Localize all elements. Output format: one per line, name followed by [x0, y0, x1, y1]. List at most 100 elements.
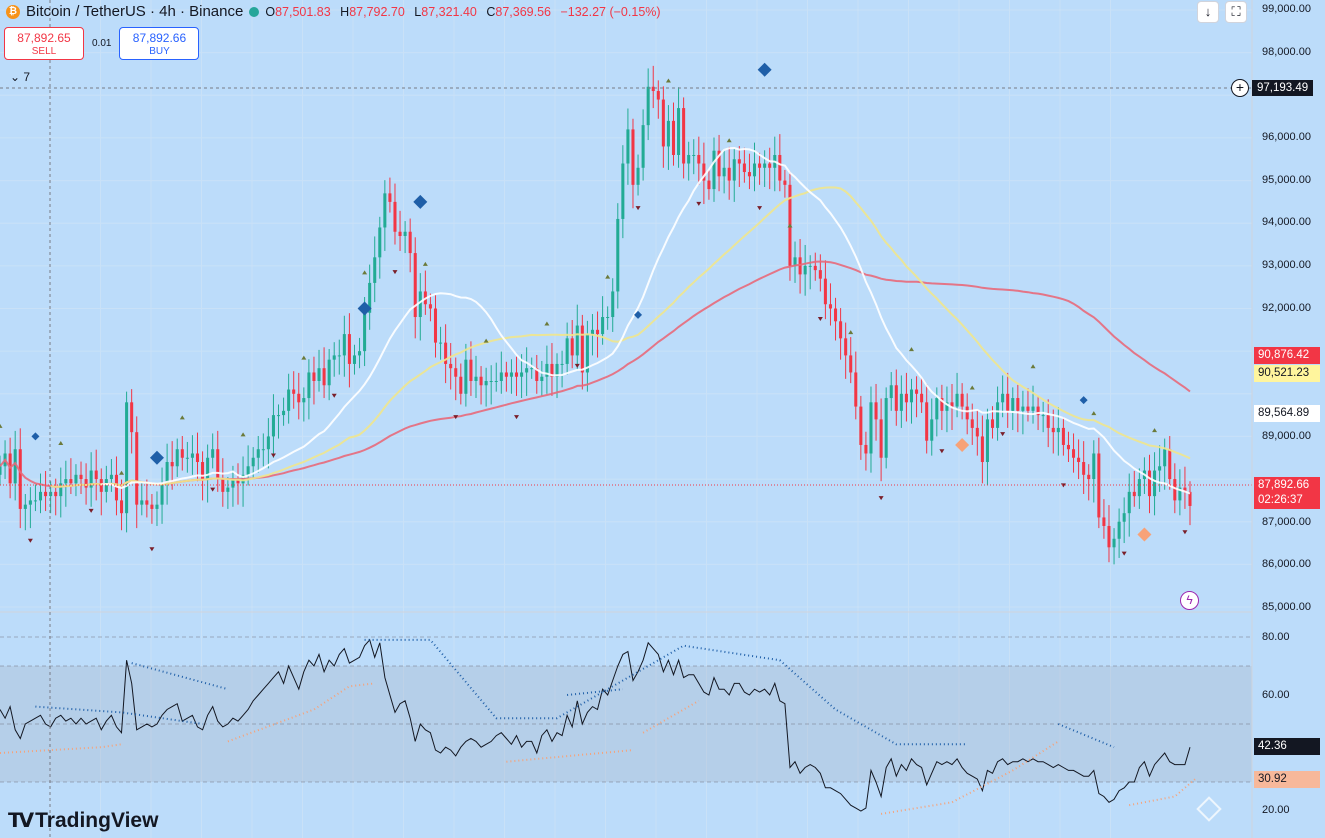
add-alert-icon[interactable]: + [1231, 79, 1249, 97]
candle-body [54, 491, 58, 497]
symbol-title[interactable]: Bitcoin / TetherUS · 4h · Binance [26, 3, 244, 20]
signal-triangle-up [726, 138, 732, 143]
candle-body [768, 163, 772, 168]
candle-body [337, 355, 341, 357]
price-axis-label: 94,000.00 [1262, 216, 1311, 228]
candle-body [332, 355, 336, 360]
candle-body [84, 479, 88, 488]
candle-body [778, 154, 782, 181]
candle-body [1001, 393, 1005, 403]
candle-body [560, 363, 564, 365]
candle-body [509, 372, 513, 377]
candle-body [666, 120, 670, 147]
chart-header: ₿ Bitcoin / TetherUS · 4h · Binance O87,… [6, 3, 661, 20]
candle-body [626, 129, 630, 164]
signal-triangle-up [969, 385, 975, 390]
candle-body [342, 334, 346, 356]
candle-body [849, 355, 853, 373]
candle-body [1107, 525, 1111, 548]
candle-body [236, 479, 240, 484]
chevron-down-icon: ⌄ [10, 70, 21, 84]
rsi-axis-label: 20.00 [1262, 804, 1290, 816]
market-status-icon [249, 6, 260, 17]
price-axis-label: 87,000.00 [1262, 516, 1311, 528]
candle-body [185, 457, 189, 459]
candle-body [631, 129, 635, 185]
candle-body [828, 304, 832, 309]
candle-body [276, 415, 281, 417]
close-value: 87,369.56 [495, 4, 551, 19]
candle-body [1087, 474, 1091, 480]
price-axis-label: 85,000.00 [1262, 601, 1311, 613]
candle-body [413, 253, 417, 318]
candle-body [1188, 491, 1192, 506]
candle-body [64, 479, 68, 484]
open-key: O [265, 4, 276, 19]
candle-body [1006, 393, 1010, 411]
candle-body [854, 372, 858, 407]
candle-body [1051, 427, 1055, 433]
candle-body [135, 432, 139, 505]
candle-body [879, 419, 883, 458]
candle-body [266, 436, 270, 450]
candle-body [514, 372, 519, 377]
candle-body [575, 325, 579, 356]
candle-body [990, 419, 995, 428]
signal-triangle-up [544, 321, 550, 326]
candle-body [803, 265, 807, 275]
candle-body [504, 372, 508, 377]
download-button[interactable]: ↓ [1197, 1, 1219, 23]
candle-body [747, 172, 751, 177]
rsi-dotted-lower [1129, 778, 1196, 807]
low-value: 87,321.40 [421, 4, 477, 19]
candle-body [996, 402, 1000, 428]
candle-body [99, 479, 103, 492]
candle-body [864, 444, 868, 454]
candle-body [752, 163, 757, 177]
candle-body [601, 317, 605, 335]
candle-body [246, 466, 250, 475]
close-key: C [486, 4, 496, 19]
candle-body [707, 180, 711, 190]
price-axis-label: 96,000.00 [1262, 131, 1311, 143]
signal-markers [0, 62, 1188, 556]
candle-body [656, 91, 660, 100]
candle-body [216, 449, 220, 480]
signal-diamond [955, 437, 970, 452]
candle-body [935, 398, 939, 420]
candle-body [920, 393, 924, 403]
ma50-tag: 89,564.89 [1254, 405, 1320, 422]
candle-body [74, 474, 78, 484]
signal-triangle-down [514, 415, 520, 420]
fullscreen-button[interactable]: ⛶ [1225, 1, 1247, 23]
candle-body [889, 385, 893, 399]
sell-button[interactable]: 87,892.65 SELL [4, 27, 84, 60]
candle-body [793, 257, 797, 266]
candle-body [195, 453, 200, 463]
tradingview-logo[interactable]: 𝗧𝗩 TradingView [8, 808, 158, 833]
signal-triangle-down [1182, 530, 1188, 535]
candle-body [494, 380, 498, 382]
indicators-toggle[interactable]: ⌄ 7 [10, 70, 30, 84]
candle-body [844, 338, 848, 356]
candle-body [1153, 470, 1157, 497]
candle-body [403, 231, 407, 237]
candle-body [550, 363, 554, 377]
candle-body [1041, 415, 1045, 417]
lightning-icon[interactable]: ϟ [1180, 591, 1199, 610]
candle-body [1112, 538, 1116, 548]
candle-body [499, 372, 503, 381]
bitcoin-icon: ₿ [6, 4, 20, 19]
candle-body [322, 368, 326, 386]
candle-body [874, 402, 878, 420]
candle-body [1127, 491, 1131, 514]
candle-body [347, 334, 351, 364]
candle-body [758, 163, 762, 168]
candle-body [378, 227, 382, 258]
buy-button[interactable]: 87,892.66 BUY [119, 27, 200, 60]
candle-body [1137, 479, 1141, 497]
open-value: 87,501.83 [275, 4, 331, 19]
moving-averages [0, 146, 1191, 495]
price-axis-label: 93,000.00 [1262, 259, 1311, 271]
